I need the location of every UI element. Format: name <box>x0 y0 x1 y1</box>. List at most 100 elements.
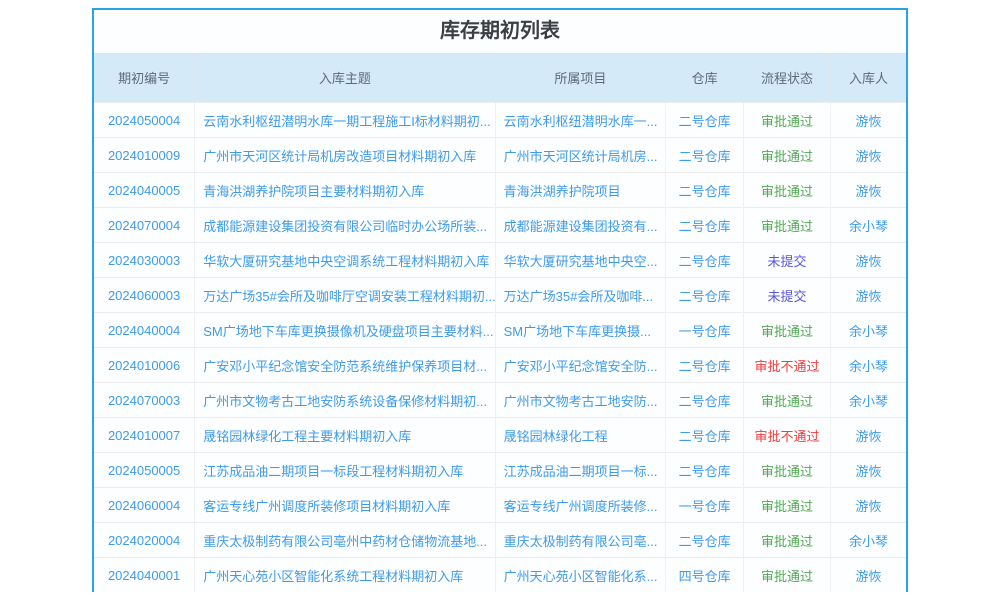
cell-person[interactable]: 游恢 <box>830 242 906 278</box>
cell-warehouse[interactable]: 二号仓库 <box>665 137 745 173</box>
cell-person[interactable]: 余小琴 <box>830 382 906 418</box>
cell-person[interactable]: 游恢 <box>830 417 906 453</box>
cell-project[interactable]: 重庆太极制药有限公司亳... <box>495 522 667 558</box>
cell-person[interactable]: 游恢 <box>830 487 906 523</box>
cell-id[interactable]: 2024020004 <box>94 522 196 558</box>
cell-warehouse[interactable]: 二号仓库 <box>665 242 745 278</box>
cell-subject[interactable]: 万达广场35#会所及咖啡厅空调安装工程材料期初... <box>194 277 496 313</box>
table-row[interactable]: 2024010007 晟铭园林绿化工程主要材料期初入库 晟铭园林绿化工程 二号仓库 审批… <box>94 417 906 453</box>
table-row[interactable]: 2024010009 广州市天河区统计局机房改造项目材料期初入库 广州市天河区统计局… <box>94 137 906 173</box>
cell-status: 审批通过 <box>743 172 831 208</box>
column-header-subject: 入库主题 <box>194 53 496 103</box>
cell-project[interactable]: 广安邓小平纪念馆安全防... <box>495 347 667 383</box>
cell-person[interactable]: 余小琴 <box>830 522 906 558</box>
cell-warehouse[interactable]: 二号仓库 <box>665 207 745 243</box>
cell-person[interactable]: 余小琴 <box>830 207 906 243</box>
cell-subject[interactable]: 广州天心苑小区智能化系统工程材料期初入库 <box>194 557 496 592</box>
cell-project[interactable]: 客运专线广州调度所装修... <box>495 487 667 523</box>
table-row[interactable]: 2024050004 云南水利枢纽潜明水库一期工程施工I标材料期初... 云南水利枢… <box>94 102 906 138</box>
table-row[interactable]: 2024040005 青海洪湖养护院项目主要材料期初入库 青海洪湖养护院项目 二号仓库… <box>94 172 906 208</box>
cell-person[interactable]: 余小琴 <box>830 347 906 383</box>
cell-person[interactable]: 游恢 <box>830 102 906 138</box>
cell-id[interactable]: 2024060003 <box>94 277 196 313</box>
table-row[interactable]: 2024070004 成都能源建设集团投资有限公司临时办公场所装... 成都能源建设… <box>94 207 906 243</box>
table-row[interactable]: 2024040001 广州天心苑小区智能化系统工程材料期初入库 广州天心苑小区智能化… <box>94 557 906 592</box>
cell-project[interactable]: 成都能源建设集团投资有... <box>495 207 667 243</box>
cell-subject[interactable]: 广州市文物考古工地安防系统设备保修材料期初... <box>194 382 496 418</box>
cell-id[interactable]: 2024070004 <box>94 207 196 243</box>
cell-subject[interactable]: 广安邓小平纪念馆安全防范系统维护保养项目材... <box>194 347 496 383</box>
cell-status: 审批通过 <box>743 382 831 418</box>
cell-subject[interactable]: 华软大厦研究基地中央空调系统工程材料期初入库 <box>194 242 496 278</box>
cell-status: 审批通过 <box>743 487 831 523</box>
column-header-status: 流程状态 <box>743 53 831 103</box>
cell-id[interactable]: 2024010006 <box>94 347 196 383</box>
cell-warehouse[interactable]: 二号仓库 <box>665 452 745 488</box>
cell-person[interactable]: 游恢 <box>830 452 906 488</box>
cell-subject[interactable]: 客运专线广州调度所装修项目材料期初入库 <box>194 487 496 523</box>
cell-status: 审批通过 <box>743 522 831 558</box>
inventory-table: 期初编号 入库主题 所属项目 仓库 流程状态 入库人 2024050004 云南水利枢纽潜明… <box>94 53 906 592</box>
cell-id[interactable]: 2024040001 <box>94 557 196 592</box>
table-row[interactable]: 2024060003 万达广场35#会所及咖啡厅空调安装工程材料期初... 万达广场… <box>94 277 906 313</box>
table-row[interactable]: 2024020004 重庆太极制药有限公司亳州中药材仓储物流基地... 重庆太极制药… <box>94 522 906 558</box>
cell-status: 审批通过 <box>743 312 831 348</box>
cell-warehouse[interactable]: 四号仓库 <box>665 557 745 592</box>
cell-subject[interactable]: 晟铭园林绿化工程主要材料期初入库 <box>194 417 496 453</box>
cell-id[interactable]: 2024050004 <box>94 102 196 138</box>
cell-project[interactable]: 广州市文物考古工地安防... <box>495 382 667 418</box>
table-row[interactable]: 2024010006 广安邓小平纪念馆安全防范系统维护保养项目材... 广安邓小平纪… <box>94 347 906 383</box>
cell-id[interactable]: 2024050005 <box>94 452 196 488</box>
cell-warehouse[interactable]: 二号仓库 <box>665 172 745 208</box>
cell-project[interactable]: SM广场地下车库更换摄... <box>495 312 667 348</box>
cell-person[interactable]: 游恢 <box>830 172 906 208</box>
cell-id[interactable]: 2024010007 <box>94 417 196 453</box>
cell-warehouse[interactable]: 一号仓库 <box>665 312 745 348</box>
cell-status: 审批通过 <box>743 452 831 488</box>
cell-project[interactable]: 万达广场35#会所及咖啡... <box>495 277 667 313</box>
table-row[interactable]: 2024040004 SM广场地下车库更换摄像机及硬盘项目主要材料... SM广场地… <box>94 312 906 348</box>
cell-warehouse[interactable]: 二号仓库 <box>665 417 745 453</box>
column-header-project: 所属项目 <box>495 53 667 103</box>
cell-id[interactable]: 2024040004 <box>94 312 196 348</box>
cell-person[interactable]: 游恢 <box>830 277 906 313</box>
cell-id[interactable]: 2024040005 <box>94 172 196 208</box>
cell-warehouse[interactable]: 一号仓库 <box>665 487 745 523</box>
cell-project[interactable]: 广州天心苑小区智能化系... <box>495 557 667 592</box>
cell-subject[interactable]: 云南水利枢纽潜明水库一期工程施工I标材料期初... <box>194 102 496 138</box>
cell-status: 审批不通过 <box>743 417 831 453</box>
cell-subject[interactable]: 重庆太极制药有限公司亳州中药材仓储物流基地... <box>194 522 496 558</box>
table-row[interactable]: 2024070003 广州市文物考古工地安防系统设备保修材料期初... 广州市文物考… <box>94 382 906 418</box>
column-header-warehouse: 仓库 <box>665 53 745 103</box>
cell-subject[interactable]: 广州市天河区统计局机房改造项目材料期初入库 <box>194 137 496 173</box>
cell-project[interactable]: 云南水利枢纽潜明水库一... <box>495 102 667 138</box>
cell-project[interactable]: 华软大厦研究基地中央空... <box>495 242 667 278</box>
cell-warehouse[interactable]: 二号仓库 <box>665 277 745 313</box>
cell-subject[interactable]: SM广场地下车库更换摄像机及硬盘项目主要材料... <box>194 312 496 348</box>
cell-id[interactable]: 2024010009 <box>94 137 196 173</box>
cell-id[interactable]: 2024070003 <box>94 382 196 418</box>
cell-person[interactable]: 余小琴 <box>830 312 906 348</box>
cell-id[interactable]: 2024060004 <box>94 487 196 523</box>
cell-project[interactable]: 江苏成品油二期项目一标... <box>495 452 667 488</box>
cell-warehouse[interactable]: 二号仓库 <box>665 522 745 558</box>
column-header-person: 入库人 <box>830 53 906 103</box>
cell-project[interactable]: 晟铭园林绿化工程 <box>495 417 667 453</box>
cell-subject[interactable]: 江苏成品油二期项目一标段工程材料期初入库 <box>194 452 496 488</box>
table-row[interactable]: 2024060004 客运专线广州调度所装修项目材料期初入库 客运专线广州调度所装修… <box>94 487 906 523</box>
cell-warehouse[interactable]: 二号仓库 <box>665 102 745 138</box>
inventory-opening-panel: 库存期初列表 期初编号 入库主题 所属项目 仓库 流程状态 入库人 2024050004 云… <box>92 8 908 592</box>
cell-id[interactable]: 2024030003 <box>94 242 196 278</box>
cell-subject[interactable]: 成都能源建设集团投资有限公司临时办公场所装... <box>194 207 496 243</box>
cell-project[interactable]: 广州市天河区统计局机房... <box>495 137 667 173</box>
cell-project[interactable]: 青海洪湖养护院项目 <box>495 172 667 208</box>
cell-person[interactable]: 游恢 <box>830 137 906 173</box>
cell-person[interactable]: 游恢 <box>830 557 906 592</box>
table-row[interactable]: 2024050005 江苏成品油二期项目一标段工程材料期初入库 江苏成品油二期项目一… <box>94 452 906 488</box>
cell-warehouse[interactable]: 二号仓库 <box>665 382 745 418</box>
cell-warehouse[interactable]: 二号仓库 <box>665 347 745 383</box>
cell-subject[interactable]: 青海洪湖养护院项目主要材料期初入库 <box>194 172 496 208</box>
cell-status: 未提交 <box>743 242 831 278</box>
table-row[interactable]: 2024030003 华软大厦研究基地中央空调系统工程材料期初入库 华软大厦研究基地… <box>94 242 906 278</box>
cell-status: 审批通过 <box>743 207 831 243</box>
